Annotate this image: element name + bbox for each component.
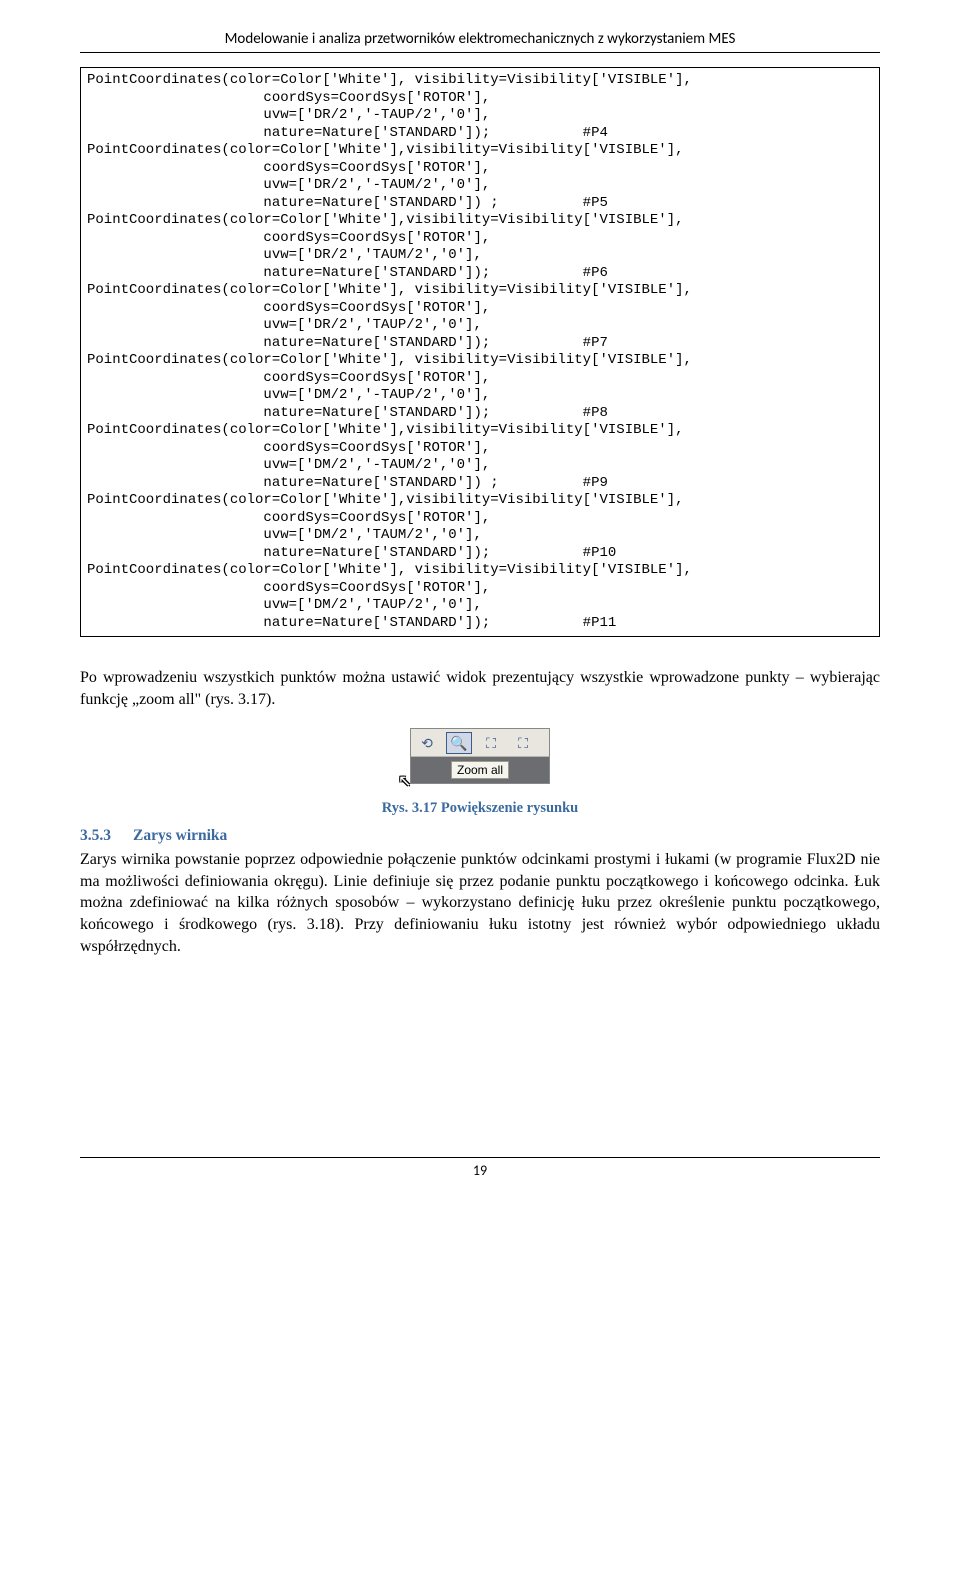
zoom-all-icon[interactable]: 🔍 xyxy=(446,732,472,754)
tooltip-row: Zoom all xyxy=(411,757,549,783)
cursor-icon: ↖ xyxy=(398,771,411,791)
toolbar-row: ⟲ 🔍 ⛶ ⛶ xyxy=(411,729,549,757)
refresh-icon[interactable]: ⟲ xyxy=(414,732,440,754)
zoom-extents-icon[interactable]: ⛶ xyxy=(510,732,536,754)
code-block: PointCoordinates(color=Color['White'], v… xyxy=(80,67,880,637)
page-number: 19 xyxy=(80,1157,880,1179)
zoom-all-tooltip: Zoom all xyxy=(451,761,509,779)
zoom-window-icon[interactable]: ⛶ xyxy=(478,732,504,754)
paragraph-body: Zarys wirnika powstanie poprzez odpowied… xyxy=(80,849,880,957)
toolbar-figure: ⟲ 🔍 ⛶ ⛶ Zoom all ↖ xyxy=(80,728,880,784)
section-title: Zarys wirnika xyxy=(133,827,227,844)
section-number: 3.5.3 xyxy=(80,827,111,844)
figure-caption: Rys. 3.17 Powiększenie rysunku xyxy=(80,800,880,817)
zoom-toolbar: ⟲ 🔍 ⛶ ⛶ Zoom all ↖ xyxy=(410,728,550,784)
section-heading: 3.5.3 Zarys wirnika xyxy=(80,827,880,845)
page-header: Modelowanie i analiza przetworników elek… xyxy=(80,30,880,53)
paragraph-intro: Po wprowadzeniu wszystkich punktów można… xyxy=(80,667,880,710)
